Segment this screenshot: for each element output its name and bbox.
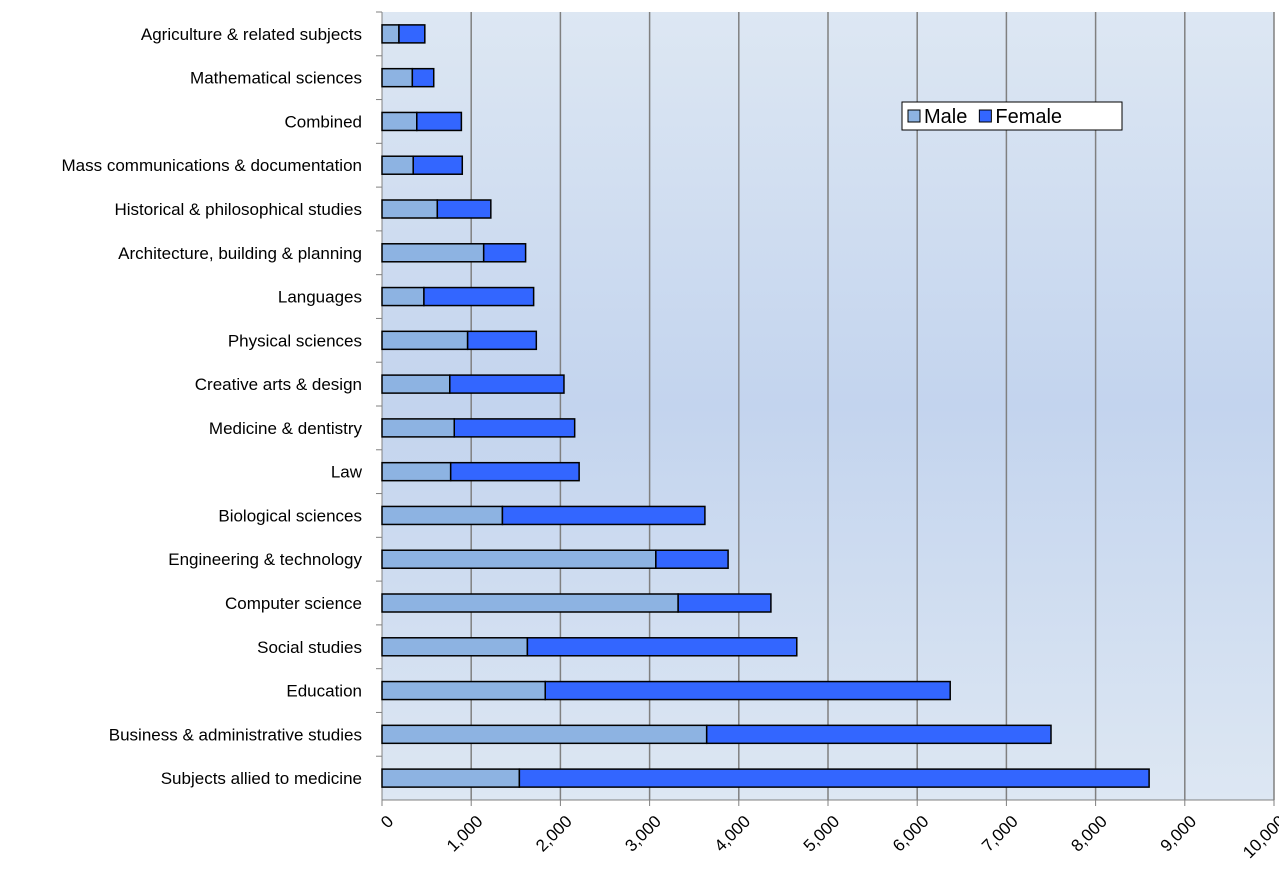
y-tick-label: Biological sciences bbox=[218, 506, 362, 525]
y-tick-label: Creative arts & design bbox=[195, 375, 362, 394]
x-tick-label: 2,000 bbox=[532, 812, 576, 856]
bar bbox=[381, 286, 425, 307]
bar bbox=[398, 24, 426, 44]
bar bbox=[381, 724, 708, 745]
x-tick-label: 6,000 bbox=[889, 812, 933, 856]
y-tick-label: Mass communications & documentation bbox=[62, 156, 362, 175]
bar bbox=[381, 330, 469, 351]
x-tick-label: 9,000 bbox=[1157, 812, 1201, 856]
legend bbox=[901, 101, 1123, 131]
y-tick-label: Combined bbox=[285, 112, 363, 131]
x-tick-label: 3,000 bbox=[621, 812, 665, 856]
bar bbox=[381, 243, 485, 263]
x-tick-label: 10,000 bbox=[1239, 812, 1279, 862]
bar bbox=[381, 111, 418, 132]
legend-label: Female bbox=[995, 106, 1062, 128]
y-tick-label: Business & administrative studies bbox=[109, 725, 362, 744]
y-tick-label: Law bbox=[331, 463, 363, 482]
bar bbox=[466, 330, 538, 351]
bar bbox=[449, 461, 580, 482]
bar bbox=[482, 243, 527, 263]
y-tick-label: Education bbox=[286, 682, 362, 701]
y-tick-label: Architecture, building & planning bbox=[118, 244, 362, 263]
bar bbox=[381, 67, 414, 88]
bar bbox=[501, 505, 706, 526]
bar bbox=[381, 505, 504, 526]
legend-label: Male bbox=[924, 106, 967, 128]
bar bbox=[412, 155, 464, 175]
bar bbox=[436, 199, 492, 219]
bar bbox=[655, 549, 729, 569]
bar bbox=[381, 637, 529, 657]
x-tick-label: 7,000 bbox=[978, 812, 1022, 856]
bar bbox=[423, 286, 535, 307]
bar bbox=[381, 24, 400, 44]
bar bbox=[381, 418, 456, 438]
y-tick-label: Computer science bbox=[225, 594, 362, 613]
x-tick-label: 5,000 bbox=[800, 812, 844, 856]
x-tick-label: 1,000 bbox=[443, 812, 487, 856]
y-tick-label: Subjects allied to medicine bbox=[161, 769, 362, 788]
bar bbox=[518, 768, 1150, 788]
y-tick-label: Mathematical sciences bbox=[190, 69, 362, 88]
x-tick-label: 8,000 bbox=[1067, 812, 1111, 856]
bar bbox=[381, 593, 679, 613]
x-tick-label: 0 bbox=[377, 812, 397, 832]
bar bbox=[544, 680, 951, 701]
bar bbox=[705, 724, 1052, 745]
y-tick-label: Engineering & technology bbox=[168, 550, 362, 569]
bar bbox=[381, 199, 439, 219]
legend-swatch bbox=[907, 109, 921, 123]
bar bbox=[381, 155, 414, 175]
bar bbox=[381, 768, 521, 788]
bar bbox=[381, 680, 546, 701]
y-tick-label: Agriculture & related subjects bbox=[141, 25, 362, 44]
y-tick-label: Physical sciences bbox=[228, 331, 362, 350]
y-tick-label: Languages bbox=[278, 288, 362, 307]
bar bbox=[677, 593, 772, 613]
bar bbox=[449, 374, 565, 394]
bar bbox=[453, 418, 576, 438]
y-tick-label: Medicine & dentistry bbox=[209, 419, 363, 438]
x-tick-label: 4,000 bbox=[711, 812, 755, 856]
bar bbox=[381, 461, 452, 482]
bar bbox=[381, 374, 451, 394]
bar bbox=[411, 67, 435, 88]
y-tick-label: Historical & philosophical studies bbox=[114, 200, 362, 219]
bar bbox=[381, 549, 657, 569]
bar bbox=[416, 111, 463, 132]
bar bbox=[526, 637, 798, 657]
y-tick-label: Social studies bbox=[257, 638, 362, 657]
legend-swatch bbox=[978, 109, 992, 123]
